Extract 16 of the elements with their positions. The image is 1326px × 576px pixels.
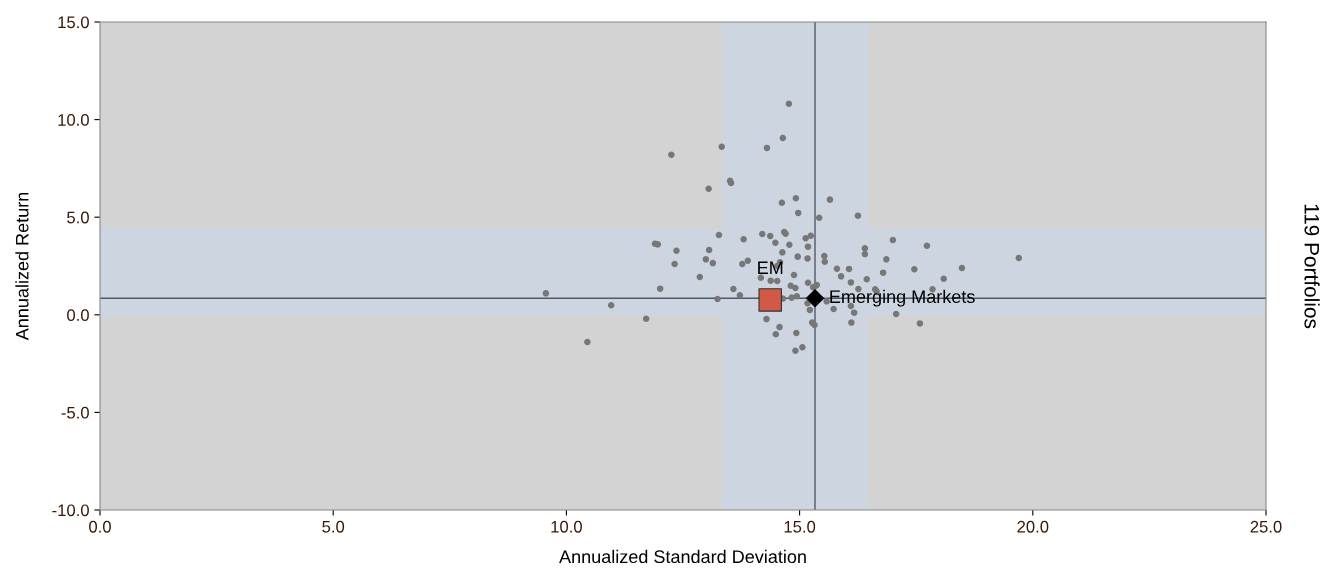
y-tick-label: 0.0 [67,309,89,321]
y-tick-label: -10.0 [52,504,89,517]
x-tick-label: 20.0 [1017,520,1049,533]
x-tick-label: 0.0 [89,520,111,533]
x-axis-title: Annualized Standard Deviation [559,549,806,564]
x-tick-label: 10.0 [551,520,582,533]
series-label: EM [758,261,783,274]
y-tick-label: 15.0 [58,16,89,29]
x-tick-label: 5.0 [322,520,345,533]
y2-axis-title: 119 Portfolios [1304,204,1320,329]
y-tick-label: 5.0 [67,211,89,224]
y-axis-title: Annualized Return [15,192,29,341]
x-tick-label: 25.0 [1250,520,1282,533]
y-tick-label: -5.0 [61,406,89,419]
x-tick-label: 15.0 [784,520,816,533]
y-tick-label: 10.0 [58,114,89,126]
